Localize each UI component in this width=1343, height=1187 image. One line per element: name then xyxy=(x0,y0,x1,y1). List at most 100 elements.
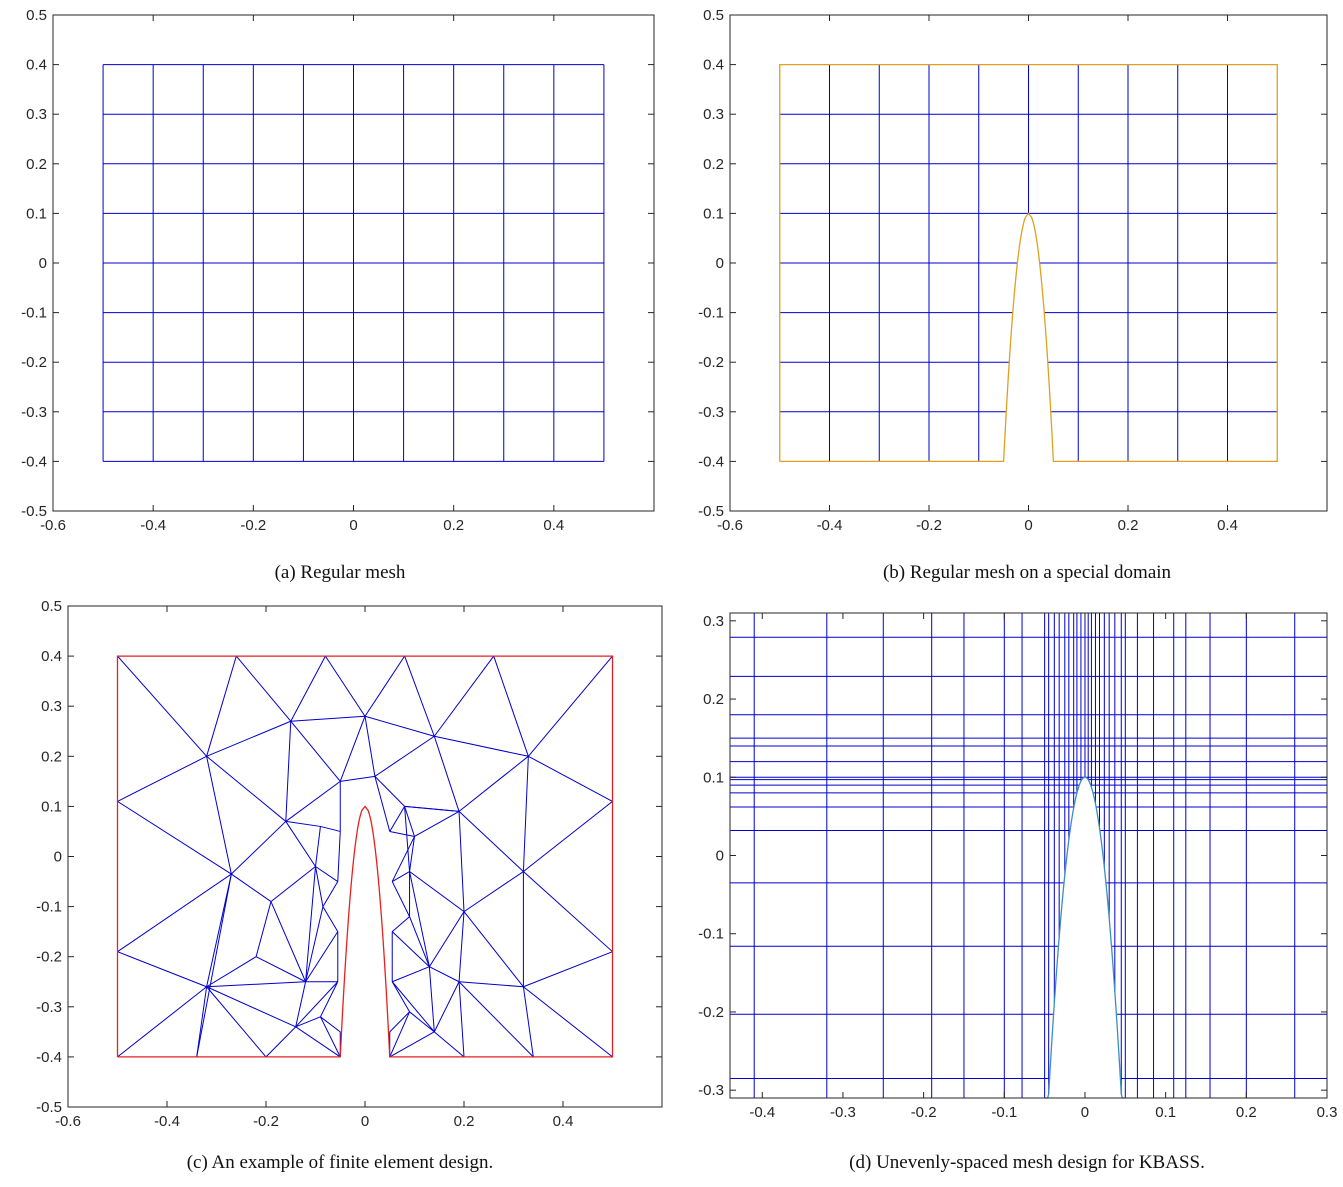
triangle-edge xyxy=(117,986,207,1058)
triangle-edge xyxy=(117,951,207,988)
mesh-d xyxy=(730,613,1327,1099)
triangle-edge xyxy=(409,871,465,913)
triangle-edge xyxy=(433,736,460,812)
triangle-edge xyxy=(523,800,613,872)
y-tick-label: 0.1 xyxy=(41,798,62,815)
caption-a: (a) Regular mesh xyxy=(274,562,406,583)
y-tick-label: 0.2 xyxy=(703,156,724,173)
axes-box-c xyxy=(67,605,663,1108)
x-tick-label: 0.2 xyxy=(454,1113,475,1130)
triangle-edge xyxy=(433,981,460,1033)
triangle-edge xyxy=(404,806,415,837)
y-tick-label: -0.5 xyxy=(36,1099,62,1116)
triangle-edge xyxy=(339,716,366,782)
x-tick-label: -0.4 xyxy=(154,1113,180,1130)
y-tick-label: 0.5 xyxy=(26,7,47,24)
caption-d: (d) Unevenly-spaced mesh design for KBAS… xyxy=(849,1152,1205,1173)
triangle-edge xyxy=(463,911,524,988)
x-tick-label: -0.2 xyxy=(240,517,266,534)
triangle-edge xyxy=(295,981,339,1028)
triangle-edge xyxy=(458,811,465,912)
triangle-edge xyxy=(433,655,495,737)
x-tick-label: -0.2 xyxy=(916,517,942,534)
y-tick-label: 0.2 xyxy=(41,748,62,765)
triangle-edge xyxy=(364,655,406,717)
triangle-edge xyxy=(206,655,237,757)
triangle-edge xyxy=(305,931,339,983)
triangle-edge xyxy=(196,873,232,1057)
triangle-edge xyxy=(285,821,316,867)
triangle-edge xyxy=(458,911,465,982)
y-tick-label: 0.4 xyxy=(703,57,724,74)
triangle-edge xyxy=(434,735,529,757)
triangle-edge xyxy=(206,986,296,1028)
triangle-edge xyxy=(409,1011,435,1033)
triangle-edge xyxy=(285,820,321,827)
y-tick-label: -0.1 xyxy=(698,926,724,943)
x-tick-label: 0 xyxy=(361,1113,369,1130)
mesh-c xyxy=(116,655,614,1058)
triangle-edge xyxy=(391,981,435,1033)
triangle-edge xyxy=(117,755,207,802)
y-tick-label: 0 xyxy=(716,848,724,865)
x-tick-label: 0.4 xyxy=(543,517,564,534)
domain-boundary xyxy=(779,63,1278,463)
x-tick-label: 0 xyxy=(349,517,357,534)
triangle-edge xyxy=(206,873,232,987)
triangle-edge xyxy=(374,776,391,832)
triangle-edge xyxy=(285,780,341,822)
triangle-edge xyxy=(295,981,307,1027)
x-tick-label: 0.1 xyxy=(1155,1104,1176,1121)
triangle-edge xyxy=(305,906,324,982)
triangle-edge xyxy=(374,775,405,807)
x-tick-label: -0.6 xyxy=(40,517,66,534)
triangle-edge xyxy=(523,871,613,953)
triangle-edge xyxy=(389,1031,435,1058)
y-tick-label: 0 xyxy=(54,849,62,866)
x-tick-label: -0.4 xyxy=(817,517,843,534)
y-tick-label: 0.3 xyxy=(703,613,724,630)
y-tick-label: -0.1 xyxy=(36,899,62,916)
triangle-edge xyxy=(315,866,339,882)
triangle-edge xyxy=(428,966,435,1032)
triangle-edge xyxy=(270,866,316,902)
x-tick-label: 0.2 xyxy=(443,517,464,534)
x-tick-label: 0.3 xyxy=(1317,1104,1338,1121)
y-tick-label: 0.3 xyxy=(26,106,47,123)
triangle-edge xyxy=(324,655,366,717)
triangle-edge xyxy=(391,881,410,917)
triangle-edge xyxy=(389,1011,410,1033)
triangle-edge xyxy=(320,1016,341,1058)
x-tick-label: -0.4 xyxy=(140,517,166,534)
triangle-edge xyxy=(196,986,208,1057)
triangle-edge xyxy=(320,1016,341,1033)
triangle-edge xyxy=(409,871,430,967)
y-tick-label: -0.1 xyxy=(21,305,47,322)
triangle-edge xyxy=(414,810,460,837)
triangle-edge xyxy=(206,756,232,875)
x-tick-label: 0 xyxy=(1024,517,1032,534)
triangle-edge xyxy=(389,1011,411,1058)
y-tick-label: -0.3 xyxy=(36,999,62,1016)
x-tick-label: -0.2 xyxy=(253,1113,279,1130)
triangle-edge xyxy=(409,836,415,872)
panel-a: -0.6 -0.4 -0.2 0 0.2 0.4 -0.5 -0.4 -0.3 -0.2 -0.1 0… xyxy=(21,7,655,534)
y-tick-label: 0.1 xyxy=(26,205,47,222)
triangle-edge xyxy=(389,806,406,832)
y-tick-label: 0.1 xyxy=(703,769,724,786)
y-tick-label: 0.4 xyxy=(41,648,62,665)
mesh-a xyxy=(102,64,605,462)
x-tick-label: -0.4 xyxy=(749,1104,775,1121)
y-tick-label: -0.2 xyxy=(698,354,724,371)
y-tick-label: -0.4 xyxy=(21,453,47,470)
y-tick-label: 0 xyxy=(716,255,724,272)
y-tick-label: -0.2 xyxy=(36,949,62,966)
triangle-edge xyxy=(458,755,529,812)
triangle-edge xyxy=(392,966,430,983)
triangle-edge xyxy=(391,931,430,968)
y-tick-label: 0 xyxy=(39,255,47,272)
triangle-edge xyxy=(463,871,524,913)
y-tick-label: -0.3 xyxy=(698,1082,724,1099)
y-tick-label: 0.5 xyxy=(703,7,724,24)
